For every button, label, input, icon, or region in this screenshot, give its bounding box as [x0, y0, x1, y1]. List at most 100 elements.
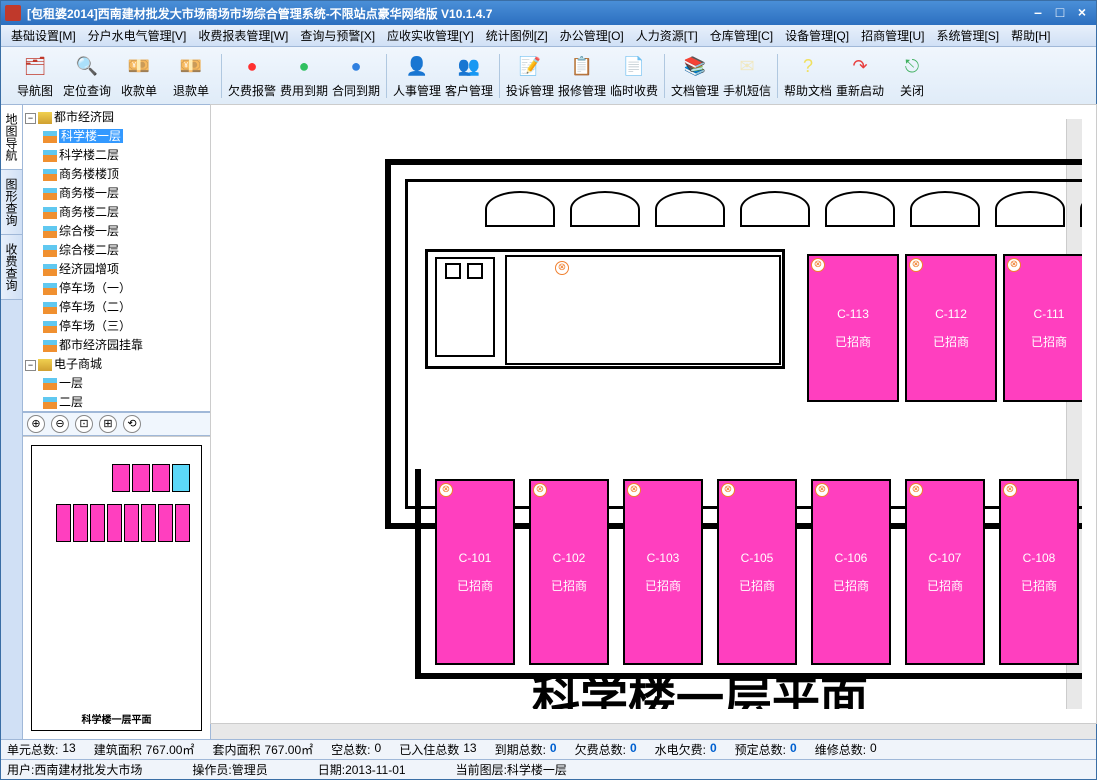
- unit-C-102[interactable]: ⊗C-102已招商: [529, 479, 609, 665]
- zoom-button[interactable]: ⊕: [27, 415, 45, 433]
- tree-node[interactable]: 停车场（三）: [43, 316, 208, 335]
- stat-pair: 套内面积767.00㎡: [212, 741, 313, 758]
- minimize-button[interactable]: –: [1028, 5, 1048, 21]
- toolbar-button[interactable]: ⎋关闭: [886, 50, 938, 101]
- vertical-tab[interactable]: 收费查询: [1, 235, 22, 300]
- toolbar-button[interactable]: 📋报修管理: [556, 50, 608, 101]
- tree-node[interactable]: 科学楼一层: [43, 126, 208, 145]
- unit-badge-icon: ⊗: [909, 483, 923, 497]
- stat-pair: 建筑面积767.00㎡: [94, 741, 195, 758]
- toolbar-button[interactable]: ↷重新启动: [834, 50, 886, 101]
- tree-node[interactable]: −都市经济园: [25, 107, 208, 126]
- menu-item[interactable]: 查询与预警[X]: [294, 25, 381, 46]
- toolbar-button[interactable]: ●欠费报警: [226, 50, 278, 101]
- tree-node-label: 停车场（三）: [59, 319, 131, 333]
- menu-item[interactable]: 基础设置[M]: [5, 25, 82, 46]
- canvas-area[interactable]: ⊗⊗C-113已招商⊗C-112已招商⊗C-111已招商⊗C-110已招商⊗C-…: [211, 105, 1096, 723]
- stat-pair: 欠费总数:0: [575, 741, 637, 758]
- toolbar-separator: [499, 54, 500, 98]
- toolbar-button[interactable]: ●费用到期: [278, 50, 330, 101]
- menu-item[interactable]: 人力资源[T]: [630, 25, 704, 46]
- maximize-button[interactable]: □: [1050, 5, 1070, 21]
- unit-C-107[interactable]: ⊗ C-107 已招商: [905, 479, 985, 665]
- toolbar-button[interactable]: 💴收款单: [113, 50, 165, 101]
- vertical-tab[interactable]: 地图导航: [1, 105, 22, 170]
- tree-toggle-icon[interactable]: −: [25, 113, 36, 124]
- unit-C-103[interactable]: ⊗C-103已招商: [623, 479, 703, 665]
- tree-node-label: 综合楼一层: [59, 224, 119, 238]
- scrollbar-horizontal[interactable]: [211, 723, 1096, 739]
- vertical-tab[interactable]: 图形查询: [1, 170, 22, 235]
- toolbar-button[interactable]: 🔍定位查询: [61, 50, 113, 101]
- toolbar-button[interactable]: 💴退款单: [165, 50, 217, 101]
- unit-C-105[interactable]: ⊗C-105已招商: [717, 479, 797, 665]
- tree-node[interactable]: 商务楼二层: [43, 202, 208, 221]
- unit-C-108[interactable]: ⊗C-108已招商: [999, 479, 1079, 665]
- tree-node-icon: [43, 378, 57, 390]
- tree-node[interactable]: 科学楼二层: [43, 145, 208, 164]
- unit-C-101[interactable]: ⊗C-101已招商: [435, 479, 515, 665]
- tree-node[interactable]: 商务楼楼顶: [43, 164, 208, 183]
- toolbar-button[interactable]: 👥客户管理: [443, 50, 495, 101]
- unit-C-106[interactable]: ⊗C-106已招商: [811, 479, 891, 665]
- tree-node[interactable]: 商务楼一层: [43, 183, 208, 202]
- info-value: 2013-11-01: [345, 763, 406, 777]
- toolbar-icon: 📚: [681, 52, 709, 80]
- unit-C-109[interactable]: ⊗C-109已招商: [1093, 479, 1096, 665]
- toolbar-label: 合同到期: [332, 82, 380, 99]
- tree-node[interactable]: −电子商城: [25, 354, 208, 373]
- toolbar-button[interactable]: 📝投诉管理: [504, 50, 556, 101]
- tree-node[interactable]: 经济园增项: [43, 259, 208, 278]
- minimap[interactable]: 科学楼一层平面: [23, 436, 210, 739]
- menu-item[interactable]: 统计图例[Z]: [480, 25, 554, 46]
- toolbar-button[interactable]: ?帮助文档: [782, 50, 834, 101]
- unit-C-112[interactable]: ⊗C-112已招商: [905, 254, 997, 402]
- toolbar-button[interactable]: 📚文档管理: [669, 50, 721, 101]
- tree-toggle-icon[interactable]: −: [25, 360, 36, 371]
- info-label: 日期:: [318, 763, 345, 777]
- toolbar-icon: 📝: [516, 52, 544, 80]
- tree-node[interactable]: 综合楼一层: [43, 221, 208, 240]
- menu-item[interactable]: 办公管理[O]: [554, 25, 630, 46]
- tree-node[interactable]: 停车场（二）: [43, 297, 208, 316]
- zoom-button[interactable]: ⊖: [51, 415, 69, 433]
- toolbar-icon: ↷: [846, 52, 874, 80]
- unit-id: C-105: [741, 551, 774, 565]
- toolbar-button[interactable]: 🗂导航图: [9, 50, 61, 101]
- toolbar-icon: 👤: [403, 52, 431, 80]
- tree-node[interactable]: 综合楼二层: [43, 240, 208, 259]
- tree-node-icon: [43, 397, 57, 409]
- menu-item[interactable]: 收费报表管理[W]: [192, 25, 294, 46]
- unit-C-111[interactable]: ⊗C-111已招商: [1003, 254, 1095, 402]
- menu-item[interactable]: 系统管理[S]: [930, 25, 1005, 46]
- menu-item[interactable]: 帮助[H]: [1005, 25, 1056, 46]
- unit-badge-icon: ⊗: [533, 483, 547, 497]
- unit-badge-icon: ⊗: [1003, 483, 1017, 497]
- stat-value: 0: [710, 741, 717, 758]
- zoom-button[interactable]: ⊡: [75, 415, 93, 433]
- tree-node[interactable]: 都市经济园挂靠: [43, 335, 208, 354]
- menu-item[interactable]: 设备管理[Q]: [779, 25, 855, 46]
- zoom-button[interactable]: ⟲: [123, 415, 141, 433]
- unit-C-113[interactable]: ⊗C-113已招商: [807, 254, 899, 402]
- toolbar-button[interactable]: ✉手机短信: [721, 50, 773, 101]
- close-button[interactable]: ×: [1072, 5, 1092, 21]
- unit-id: C-107: [929, 551, 962, 565]
- stat-pair: 水电欠费:0: [655, 741, 717, 758]
- zoom-button[interactable]: ⊞: [99, 415, 117, 433]
- tree-node[interactable]: 二层: [43, 392, 208, 411]
- toolbar-button[interactable]: 📄临时收费: [608, 50, 660, 101]
- floorplan-title: 科学楼一层平面: [211, 659, 1096, 723]
- menu-item[interactable]: 应收实收管理[Y]: [381, 25, 480, 46]
- tree-node-icon: [43, 245, 57, 257]
- toolbar-button[interactable]: ●合同到期: [330, 50, 382, 101]
- tree-children: 科学楼一层科学楼二层商务楼楼顶商务楼一层商务楼二层综合楼一层综合楼二层经济园增项…: [25, 126, 208, 354]
- stat-value: 767.00㎡: [264, 741, 313, 758]
- toolbar-button[interactable]: 👤人事管理: [391, 50, 443, 101]
- tree-node[interactable]: 一层: [43, 373, 208, 392]
- tree-node[interactable]: 停车场（一）: [43, 278, 208, 297]
- menu-item[interactable]: 分户水电气管理[V]: [82, 25, 193, 46]
- menu-item[interactable]: 招商管理[U]: [855, 25, 930, 46]
- unit-status: 已招商: [927, 577, 963, 594]
- menu-item[interactable]: 仓库管理[C]: [704, 25, 779, 46]
